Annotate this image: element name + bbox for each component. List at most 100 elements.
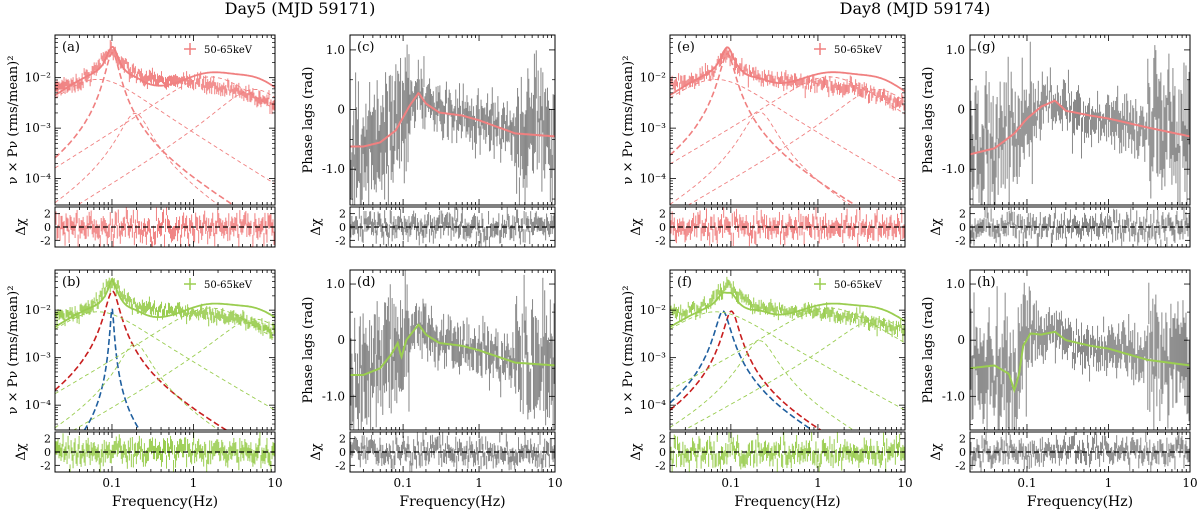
- panel-e-y-tick-label: 10⁻⁴: [640, 172, 667, 186]
- panel-a: 10⁻⁴ 10⁻³ 10⁻² (a) 50-65keV ν × Pν (rms/mean)…: [6, 34, 276, 248]
- panel-h-res-y-tick-label: 0: [959, 446, 966, 459]
- panel-h-x-tick-label: 0.1: [1017, 476, 1036, 490]
- panel-b-y-tick-label: 10⁻²: [25, 303, 52, 317]
- panel-e-frame: [669, 34, 906, 206]
- panel-e-component-1: [670, 78, 905, 185]
- panel-b-y-tick-label: 10⁻³: [25, 351, 52, 365]
- panel-f-x-tick-label: 1: [814, 476, 822, 490]
- panel-b-x-axis-label: Frequency(Hz): [112, 494, 218, 510]
- panel-h-residual-axis-label: Δχ: [929, 443, 944, 460]
- panel-g-y-tick-label: -1.0: [942, 162, 965, 176]
- panel-a-plot-area: [55, 40, 275, 205]
- panel-b-legend-label: 50-65keV: [204, 280, 253, 291]
- panel-b-total-model: [55, 277, 275, 328]
- panel-e-total-model: [670, 46, 905, 96]
- panel-c-model-line: [350, 91, 555, 148]
- panel-e-residual-axis-label: Δχ: [629, 218, 644, 235]
- panel-b-component-1: [83, 308, 141, 430]
- panel-f-y-tick-label: 10⁻⁴: [640, 398, 667, 412]
- panel-g-label: (g): [977, 40, 995, 55]
- panel-d-residual-axis-label: Δχ: [309, 443, 324, 460]
- panel-g-frame: [969, 34, 1191, 206]
- panel-a-res-y-tick-label: 2: [44, 208, 51, 221]
- day5-title: Day5 (MJD 59171): [225, 0, 376, 18]
- panel-b-component-2: [55, 311, 275, 411]
- panel-c-res-y-tick-label: 0: [339, 221, 346, 234]
- panel-b-residual-area: [55, 432, 275, 472]
- panel-c: 1.00-1.0(c)Phase lags (rad)20-2Δχ: [301, 34, 556, 248]
- panel-a-res-y-tick-label: -2: [40, 234, 51, 247]
- panel-e-component-0: [670, 52, 857, 205]
- panel-f-component-4: [670, 307, 905, 391]
- panel-b-res-y-tick-label: 0: [44, 446, 51, 459]
- panel-h-residual-area: [970, 432, 1190, 472]
- panel-f: 10⁻⁴ 10⁻³ 10⁻² (f) 50-65keV ν × Pν (rms/mean)…: [621, 269, 913, 510]
- panel-b-res-y-tick-label: -2: [40, 459, 51, 472]
- panel-e-residual-area: [670, 207, 905, 247]
- panel-g-residual-area: [970, 207, 1190, 247]
- panel-f-component-1: [670, 310, 814, 430]
- panel-e-label: (e): [677, 40, 695, 55]
- panel-b-component-5: [73, 318, 275, 430]
- panel-h-y-tick-label: 0: [957, 333, 965, 347]
- panel-a-legend-label: 50-65keV: [204, 45, 253, 56]
- panel-b-label: (b): [62, 275, 80, 290]
- panel-d-frame: [349, 269, 556, 431]
- panel-f-plot-area: [670, 276, 905, 430]
- panel-g-y-tick-label: 0: [957, 103, 965, 117]
- panel-e-res-y-tick-label: 0: [659, 221, 666, 234]
- panel-c-residual-area: [350, 207, 555, 247]
- panel-a-label: (a): [62, 40, 80, 55]
- panel-a-component-4: [76, 88, 275, 205]
- panel-b-component-3: [55, 343, 220, 430]
- panel-f-total-model: [670, 291, 905, 328]
- panel-e: 10⁻⁴ 10⁻³ 10⁻² (e) 50-65keV ν × Pν (rms/mean)…: [621, 34, 906, 248]
- panel-a-y-tick-label: 10⁻²: [25, 71, 52, 85]
- day8-title: Day8 (MJD 59174): [840, 0, 991, 18]
- panel-d-label: (d): [357, 275, 375, 290]
- panel-g-y-axis-label: Phase lags (rad): [921, 67, 936, 174]
- panel-d-x-axis-label: Frequency(Hz): [399, 494, 505, 510]
- panel-g-data-points: [970, 41, 1190, 205]
- panel-c-res-y-tick-label: -2: [335, 234, 346, 247]
- panel-b-plot-area: [55, 277, 275, 430]
- panel-h-plot-area: [970, 282, 1190, 430]
- panel-a-component-3: [55, 76, 275, 169]
- panel-d-x-tick-label: 10: [547, 476, 562, 490]
- panel-h-x-tick-label: 1: [1105, 476, 1113, 490]
- panel-f-component-2: [670, 311, 905, 411]
- panel-a-component-0: [55, 51, 235, 205]
- panel-f-x-axis-label: Frequency(Hz): [734, 494, 840, 510]
- panel-e-legend-label: 50-65keV: [834, 45, 883, 56]
- panel-b-y-axis-label: ν × Pν (rms/mean)²: [6, 286, 21, 415]
- panel-f-residual-axis-label: Δχ: [629, 443, 644, 460]
- panel-a-frame: [54, 34, 276, 206]
- panel-e-component-2: [670, 111, 852, 205]
- panel-g-res-y-tick-label: -2: [955, 234, 966, 247]
- panel-h-model-line: [970, 330, 1190, 394]
- panel-h-y-tick-label: -1.0: [942, 389, 965, 403]
- panel-d-data-points: [350, 270, 555, 430]
- panel-f-y-tick-label: 10⁻³: [640, 351, 667, 365]
- panel-b-component-0: [55, 290, 228, 430]
- panel-f-frame: [669, 269, 906, 431]
- panel-c-residual-axis-label: Δχ: [309, 218, 324, 235]
- panel-b-y-tick-label: 10⁻⁴: [25, 398, 52, 412]
- panel-g-model-line: [970, 99, 1190, 156]
- panel-e-y-tick-label: 10⁻³: [640, 121, 667, 135]
- panel-h: 1.00-1.0(h)Phase lags (rad)0.1 1 1020-2ΔχF…: [921, 269, 1198, 510]
- panel-d-res-y-tick-label: -2: [335, 459, 346, 472]
- panel-e-component-4: [687, 88, 905, 205]
- panel-d-x-tick-label: 0.1: [394, 476, 413, 490]
- panel-a-y-tick-label: 10⁻⁴: [25, 172, 52, 186]
- panel-b-component-4: [55, 307, 275, 395]
- panel-f-res-y-tick-label: 2: [659, 433, 666, 446]
- panel-d-plot-area: [350, 270, 555, 430]
- panel-e-y-axis-label: ν × Pν (rms/mean)²: [621, 56, 636, 185]
- panel-c-y-tick-label: -1.0: [322, 162, 345, 176]
- panel-g-res-y-tick-label: 0: [959, 221, 966, 234]
- panel-c-y-tick-label: 1.0: [326, 43, 345, 57]
- panel-b-frame: [54, 269, 276, 431]
- panel-h-res-y-tick-label: -2: [955, 459, 966, 472]
